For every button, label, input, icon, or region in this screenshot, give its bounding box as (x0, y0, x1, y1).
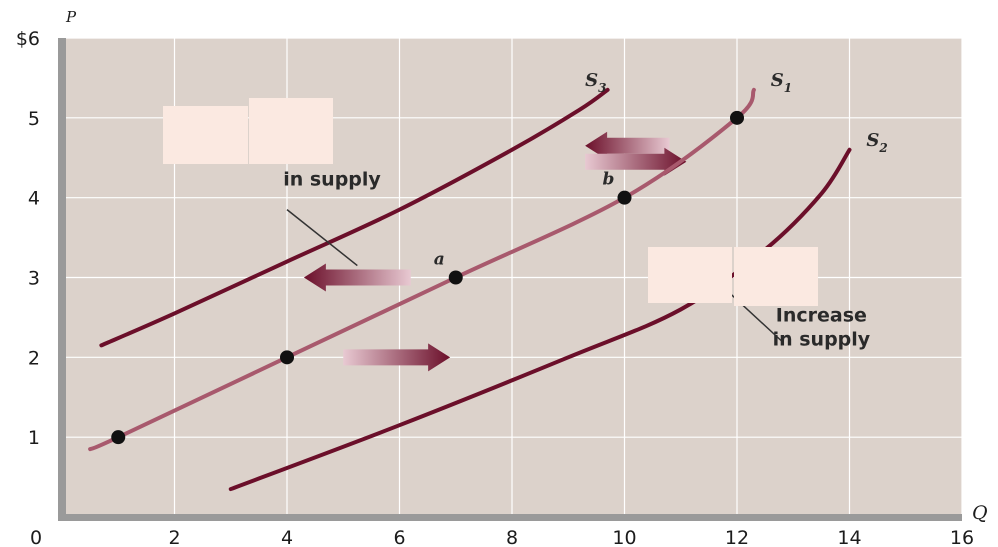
curve-label-subscript: 2 (878, 141, 887, 155)
x-tick-label: 4 (281, 527, 293, 547)
y-tick-label: 4 (28, 188, 40, 210)
annotation-text: in supply (283, 169, 381, 191)
x-tick-label: 16 (950, 527, 974, 547)
x-tick-label: 8 (506, 527, 518, 547)
annotation-leader-line (286, 209, 358, 267)
y-tick-label: 2 (28, 347, 40, 369)
annotation-text: Increase (776, 304, 867, 326)
data-point (448, 270, 463, 285)
y-axis-label: P (65, 8, 77, 26)
data-point (730, 110, 744, 125)
shift-arrows (303, 131, 687, 372)
mask-box (163, 106, 248, 164)
y-axis (58, 38, 66, 520)
x-axis-label: Q (972, 502, 988, 524)
supply-curve-s2 (228, 147, 852, 492)
supply-curve-s3 (99, 87, 610, 348)
x-tick-label: 0 (30, 527, 42, 547)
annotation-text: in supply (773, 328, 871, 350)
y-tick-label: $6 (16, 28, 40, 50)
x-axis (58, 514, 962, 521)
right-shift-arrow (585, 147, 687, 176)
mask-box (249, 98, 333, 164)
curve-label-subscript: 3 (598, 81, 606, 95)
data-point (111, 430, 126, 445)
right-shift-arrow (343, 343, 451, 372)
left-shift-arrow (585, 131, 670, 160)
x-tick-label: 14 (837, 527, 861, 547)
x-tick-label: 10 (612, 527, 636, 547)
data-point (617, 190, 632, 205)
x-tick-label: 12 (725, 527, 749, 547)
y-tick-label: 5 (28, 108, 40, 130)
data-point (280, 350, 294, 365)
y-tick-label: 3 (28, 268, 40, 290)
mask-box (734, 247, 818, 306)
curve-label-subscript: 1 (784, 81, 792, 95)
left-shift-arrow (303, 263, 411, 292)
data-points: ab (111, 110, 744, 445)
x-tick-label: 6 (393, 527, 405, 547)
point-label: b (603, 170, 615, 190)
mask-box (648, 247, 732, 303)
x-tick-label: 2 (168, 527, 180, 547)
y-tick-label: 1 (28, 427, 40, 449)
point-label: a (434, 250, 445, 270)
masking-boxes (163, 98, 818, 306)
